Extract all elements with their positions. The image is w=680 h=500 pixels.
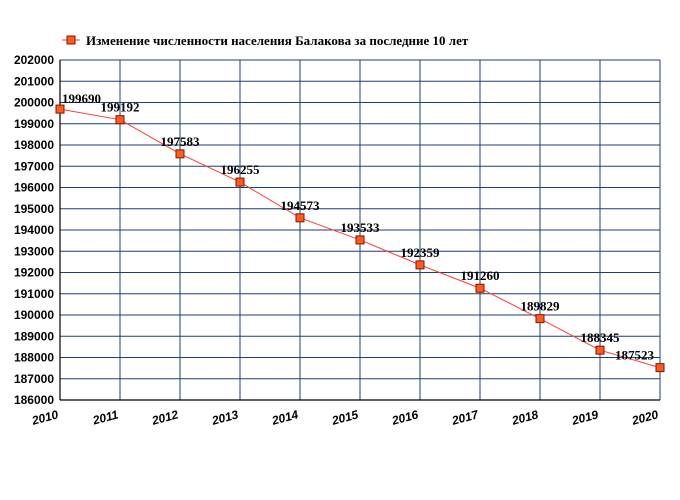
x-tick-label: 2011 bbox=[90, 407, 120, 428]
legend-label: Изменение численности населения Балакова… bbox=[86, 33, 469, 48]
x-tick-label: 2019 bbox=[569, 407, 600, 428]
y-tick-label: 186000 bbox=[14, 393, 54, 407]
y-tick-label: 190000 bbox=[14, 308, 54, 322]
y-tick-label: 191000 bbox=[14, 287, 54, 301]
x-tick-label: 2012 bbox=[149, 407, 180, 428]
data-label: 188345 bbox=[581, 330, 621, 345]
x-tick-label: 2018 bbox=[509, 407, 540, 428]
chart-legend: Изменение численности населения Балакова… bbox=[62, 33, 469, 48]
y-tick-label: 187000 bbox=[14, 372, 54, 386]
x-tick-label: 2015 bbox=[329, 407, 360, 428]
data-label: 197583 bbox=[161, 134, 201, 149]
data-label: 199690 bbox=[62, 91, 101, 106]
data-point-marker bbox=[115, 115, 125, 125]
data-point-marker bbox=[295, 213, 305, 223]
x-tick-label: 2020 bbox=[629, 407, 660, 428]
x-tick-label: 2016 bbox=[389, 407, 420, 428]
data-label: 196255 bbox=[221, 162, 261, 177]
y-tick-label: 197000 bbox=[14, 159, 54, 173]
data-point-marker bbox=[355, 235, 365, 245]
data-label: 199192 bbox=[101, 100, 140, 115]
y-tick-label: 199000 bbox=[14, 117, 54, 131]
y-tick-label: 201000 bbox=[14, 74, 54, 88]
y-tick-label: 198000 bbox=[14, 138, 54, 152]
data-label: 191260 bbox=[461, 268, 500, 283]
y-tick-labels: 186000 187000 188000 189000 190000 191000 1920… bbox=[14, 53, 54, 407]
data-label: 194573 bbox=[281, 198, 321, 213]
x-tick-label: 2010 bbox=[29, 407, 60, 428]
axes bbox=[59, 60, 660, 401]
data-label: 192359 bbox=[401, 245, 441, 260]
x-tick-label: 2013 bbox=[209, 407, 240, 428]
y-tick-label: 192000 bbox=[14, 266, 54, 280]
data-label: 187523 bbox=[615, 348, 655, 363]
data-point-marker bbox=[55, 104, 65, 114]
y-tick-label: 196000 bbox=[14, 181, 54, 195]
y-tick-label: 189000 bbox=[14, 329, 54, 343]
data-point-marker bbox=[535, 314, 545, 324]
x-tick-label: 2017 bbox=[449, 407, 481, 428]
data-point-marker bbox=[595, 345, 605, 355]
y-tick-label: 188000 bbox=[14, 351, 54, 365]
series-population bbox=[55, 104, 665, 373]
y-tick-label: 200000 bbox=[14, 96, 54, 110]
legend-marker-swatch bbox=[66, 35, 76, 45]
data-label: 193533 bbox=[341, 220, 381, 235]
y-tick-label: 195000 bbox=[14, 202, 54, 216]
data-label: 189829 bbox=[521, 299, 561, 314]
y-tick-label: 194000 bbox=[14, 223, 54, 237]
data-point-marker bbox=[175, 149, 185, 159]
y-tick-label: 202000 bbox=[14, 53, 54, 67]
data-point-marker bbox=[475, 283, 485, 293]
gridlines bbox=[59, 59, 661, 401]
data-point-marker bbox=[655, 363, 665, 373]
x-tick-labels: 2010 2011 2012 2013 2014 2015 2016 2017 2018 2019… bbox=[29, 407, 660, 428]
y-tick-label: 193000 bbox=[14, 244, 54, 258]
data-point-marker bbox=[415, 260, 425, 270]
x-tick-label: 2014 bbox=[269, 407, 300, 428]
data-point-marker bbox=[235, 177, 245, 187]
